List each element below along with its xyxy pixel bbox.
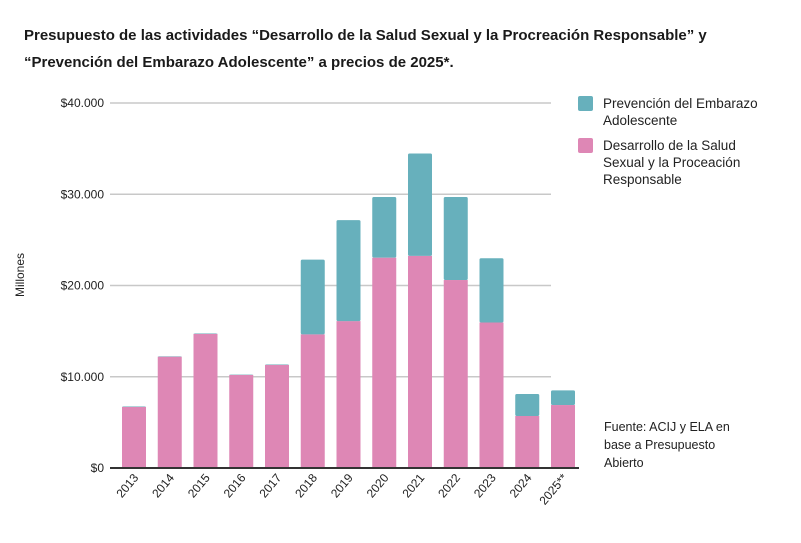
x-tick-label: 2022 — [435, 471, 463, 501]
legend-label-prevencion: Prevención del Embarazo Adolescente — [603, 96, 758, 128]
y-tick-label: $40.000 — [61, 96, 105, 110]
bar-segment-desarrollo — [193, 333, 218, 468]
bar-segment-desarrollo — [122, 406, 146, 468]
bar-segment-desarrollo — [408, 255, 432, 468]
bar-segment-prevencion — [336, 220, 361, 322]
bar-segment-desarrollo — [372, 257, 397, 468]
x-tick-label: 2024 — [507, 471, 535, 501]
y-tick-label: $20.000 — [61, 279, 105, 293]
bar-segment-desarrollo — [443, 280, 468, 468]
legend-swatch-desarrollo — [578, 138, 593, 153]
legend-item-prevencion: Prevención del Embarazo Adolescente — [578, 95, 778, 129]
bar-segment-desarrollo — [336, 321, 361, 468]
bar-segment-prevencion — [408, 153, 432, 256]
y-tick-label: $30.000 — [61, 187, 105, 201]
bar-segment-prevencion — [443, 196, 468, 281]
bar-segment-desarrollo — [229, 374, 254, 468]
x-tick-label: 2019 — [328, 471, 356, 501]
legend-swatch-prevencion — [578, 96, 593, 111]
bar-segment-prevencion — [515, 393, 540, 416]
legend: Prevención del Embarazo Adolescente Desa… — [578, 95, 778, 196]
x-tick-label: 2025** — [536, 471, 570, 508]
bar-segment-prevencion — [372, 196, 397, 258]
y-tick-label: $10.000 — [61, 370, 105, 384]
chart-title: Presupuesto de las actividades “Desarrol… — [24, 27, 707, 71]
bar-segment-desarrollo — [300, 334, 325, 468]
x-tick-label: 2021 — [399, 471, 427, 501]
x-tick-label: 2017 — [256, 471, 284, 501]
bar-segment-desarrollo — [157, 356, 182, 468]
x-tick-label: 2014 — [149, 471, 177, 501]
bar-segment-desarrollo — [265, 364, 289, 468]
bar-segment-desarrollo — [479, 322, 504, 468]
bar-segment-prevencion — [300, 259, 325, 335]
x-tick-label: 2023 — [471, 471, 499, 501]
bar-segment-prevencion — [479, 258, 504, 323]
bar-segment-prevencion — [551, 390, 575, 406]
x-tick-label: 2013 — [113, 471, 141, 501]
y-tick-label: $0 — [91, 461, 105, 475]
x-tick-label: 2015 — [185, 471, 213, 501]
legend-label-desarrollo: Desarrollo de la Salud Sexual y la Proce… — [603, 138, 741, 187]
source-note: Fuente: ACIJ y ELA en base a Presupuesto… — [604, 420, 730, 470]
legend-item-desarrollo: Desarrollo de la Salud Sexual y la Proce… — [578, 137, 778, 188]
x-tick-label: 2020 — [364, 471, 392, 501]
x-tick-label: 2018 — [292, 471, 320, 501]
x-tick-label: 2016 — [221, 471, 249, 501]
bar-segment-desarrollo — [551, 405, 575, 468]
bar-segment-desarrollo — [515, 415, 540, 468]
